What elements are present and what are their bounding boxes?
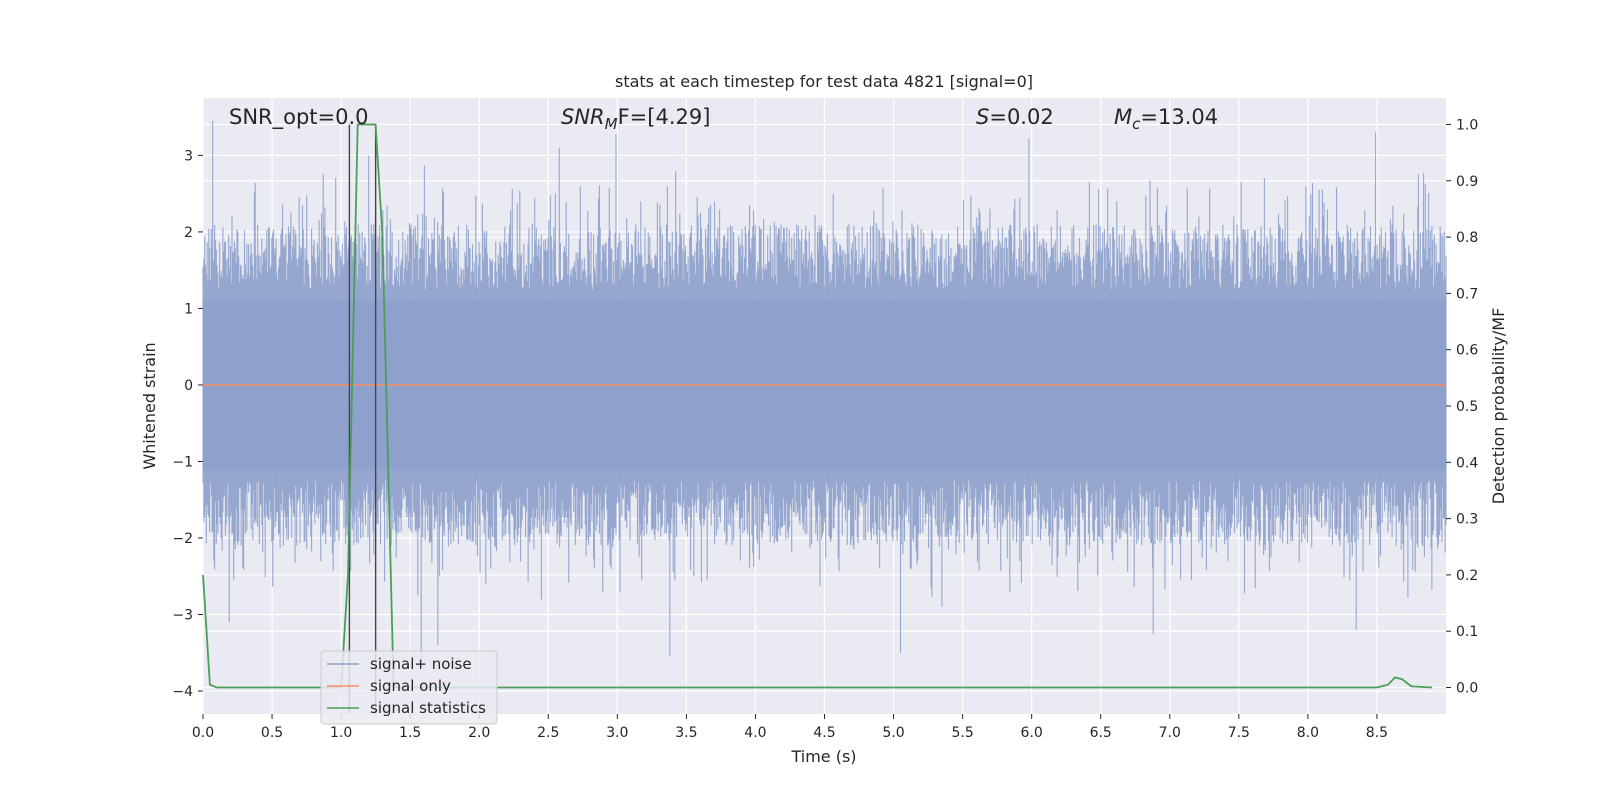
annotation-mc-value: =13.04 [1140,105,1218,129]
y-left-tick-label: 2 [184,225,193,241]
x-tick-label: 2.0 [468,725,490,741]
y-axis-label-right: Detection probability/MF [1489,308,1508,505]
x-tick-label: 7.0 [1159,725,1181,741]
x-tick-label: 4.5 [813,725,835,741]
y-left-tick-label: −1 [172,454,193,470]
y-right-tick-label: 0.6 [1456,343,1478,359]
x-tick-label: 0.5 [261,725,283,741]
annotation-snr-opt: SNR_opt=0.0 [229,105,369,130]
annotation-s: S=0.02 [976,105,1054,129]
x-tick-label: 1.5 [399,725,421,741]
annotation-mc: Mc=13.04 [1114,105,1218,133]
annotation-snr-mf-sub: M [605,115,618,133]
annotations: SNR_opt=0.0 SNRMF=[4.29] S=0.02 Mc=13.04 [229,105,1218,133]
x-tick-label: 6.5 [1090,725,1112,741]
annotation-snr-mf-label: SNR [561,105,605,129]
x-tick-label: 0.0 [192,725,214,741]
x-axis-label: Time (s) [790,747,856,766]
x-tick-label: 8.5 [1366,725,1388,741]
y-right-tick-label: 0.4 [1456,455,1478,471]
y-right-tick-label: 0.8 [1456,230,1478,246]
x-tick-label: 7.5 [1228,725,1250,741]
y-right-tick-label: 0.7 [1456,286,1478,302]
annotation-snr-mf: SNRMF=[4.29] [561,105,710,133]
series-layer [202,123,1446,714]
x-tick-label: 4.0 [744,725,766,741]
y-right-tick-label: 0.5 [1456,399,1478,415]
y-left-tick-label: −3 [172,608,193,624]
chart-title: stats at each timestep for test data 482… [615,72,1033,91]
x-tick-label: 5.0 [882,725,904,741]
y-left-tick-label: 0 [184,378,193,394]
y-right-tick-label: 0.3 [1456,512,1478,528]
x-tick-label: 6.0 [1021,725,1043,741]
x-tick-label: 8.0 [1297,725,1319,741]
x-tick-label: 5.5 [951,725,973,741]
y-right-tick-label: 0.9 [1456,174,1478,190]
legend-box [320,650,498,725]
x-tick-label: 2.5 [537,725,559,741]
series-signal-statistics [202,123,1433,689]
y-left-tick-label: 3 [184,148,193,164]
legend-label-signal-statistics: signal statistics [370,699,486,717]
x-tick-label: 1.0 [330,725,352,741]
y-right-tick-label: 1.0 [1456,117,1478,133]
annotation-mc-label: M [1114,105,1132,129]
legend: signal+ noise signal only signal statist… [320,650,498,725]
y-left-tick-label: 1 [184,301,193,317]
x-tick-label: 3.0 [606,725,628,741]
legend-label-signal-noise: signal+ noise [370,655,472,673]
y-right-tick-label: 0.0 [1456,681,1478,697]
y-left-tick-label: −2 [172,531,193,547]
annotation-snr-mf-rest: F=[4.29] [618,105,711,129]
y-right-tick-label: 0.2 [1456,568,1478,584]
annotation-s-value: =0.02 [989,105,1053,129]
annotation-s-italic: S [976,105,989,129]
y-axis-label-left: Whitened strain [140,342,159,469]
ticks-layer: 0.0 0.5 1.0 1.5 2.0 2.5 3.0 3.5 4.0 4.5 5.0 5.5 6.0 6… [172,117,1478,741]
x-tick-label: 3.5 [675,725,697,741]
annotation-mc-sub: c [1132,115,1141,133]
y-right-tick-label: 0.1 [1456,624,1478,640]
y-left-tick-label: −4 [172,684,193,700]
legend-label-signal-only: signal only [370,677,451,695]
